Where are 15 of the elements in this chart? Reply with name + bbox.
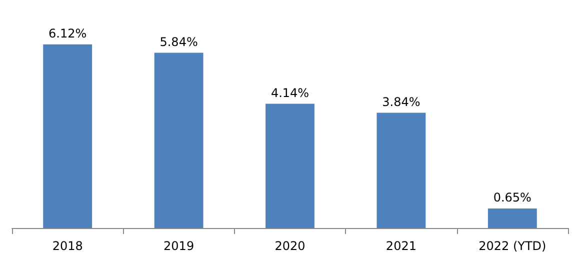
data-label: 0.65% — [493, 190, 532, 204]
bar — [488, 208, 537, 228]
bar — [43, 44, 92, 228]
bar — [266, 104, 314, 228]
x-tick-label: 2019 — [164, 239, 194, 253]
data-label: 5.84% — [160, 34, 198, 49]
x-tick-label: 2022 (YTD) — [478, 239, 546, 253]
bar — [154, 52, 204, 228]
x-tick-label: 2021 — [386, 239, 416, 253]
bar — [376, 112, 426, 228]
x-tick-label: 2020 — [274, 239, 306, 253]
data-label: 3.84% — [382, 94, 420, 109]
x-tick-label: 2018 — [52, 239, 83, 253]
data-label: 6.12% — [48, 26, 87, 40]
data-label: 4.14% — [270, 86, 310, 100]
